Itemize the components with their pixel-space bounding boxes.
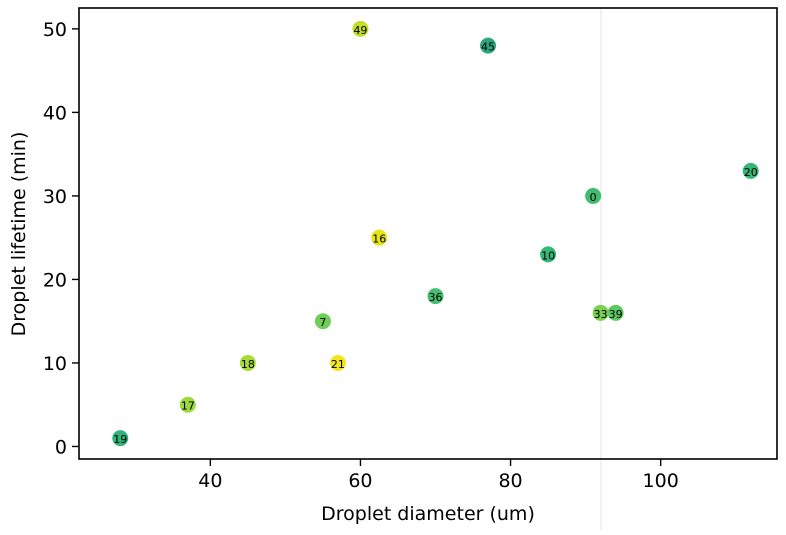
point-label: 36 — [429, 291, 443, 304]
y-tick-label: 0 — [55, 436, 67, 458]
y-axis-label: Droplet lifetime (min) — [8, 132, 30, 337]
scatter-point — [540, 246, 557, 263]
x-tick-label: 80 — [498, 470, 522, 492]
scatter-point — [607, 304, 624, 321]
scatter-point — [480, 37, 497, 54]
scatter-point — [239, 354, 256, 371]
x-tick-label: 100 — [643, 470, 679, 492]
x-tick-label: 40 — [198, 470, 222, 492]
scatter-point — [112, 430, 129, 447]
point-label: 16 — [372, 233, 386, 246]
x-axis-label: Droplet diameter (um) — [321, 503, 535, 525]
scatter-point — [352, 20, 369, 37]
scatter-point — [371, 229, 388, 246]
point-label: 20 — [744, 166, 758, 179]
plot-frame — [78, 7, 778, 460]
scatter-point — [585, 187, 602, 204]
scatter-point — [592, 304, 609, 321]
point-label: 10 — [541, 249, 555, 262]
point-label: 19 — [113, 433, 127, 446]
y-tick-label: 50 — [43, 19, 67, 41]
point-label: 18 — [241, 358, 255, 371]
point-label: 17 — [181, 400, 195, 413]
y-tick-label: 30 — [43, 186, 67, 208]
point-label: 45 — [481, 41, 495, 54]
scatter-point — [742, 162, 759, 179]
y-tick-label: 40 — [43, 102, 67, 124]
scatter-point — [329, 354, 346, 371]
y-tick-label: 20 — [43, 269, 67, 291]
scatter-point — [314, 313, 331, 330]
scatter-point — [427, 288, 444, 305]
point-label: 33 — [594, 308, 608, 321]
x-tick-label: 60 — [348, 470, 372, 492]
point-label: 7 — [319, 316, 326, 329]
points-layer: 49 45 20 0 16 10 36 33 39 7 18 21 17 19 — [112, 20, 759, 447]
point-label: 0 — [590, 191, 597, 204]
point-label: 21 — [331, 358, 345, 371]
point-label: 39 — [609, 308, 623, 321]
scatter-point — [179, 396, 196, 413]
point-label: 49 — [353, 24, 367, 37]
y-tick-label: 10 — [43, 353, 67, 375]
